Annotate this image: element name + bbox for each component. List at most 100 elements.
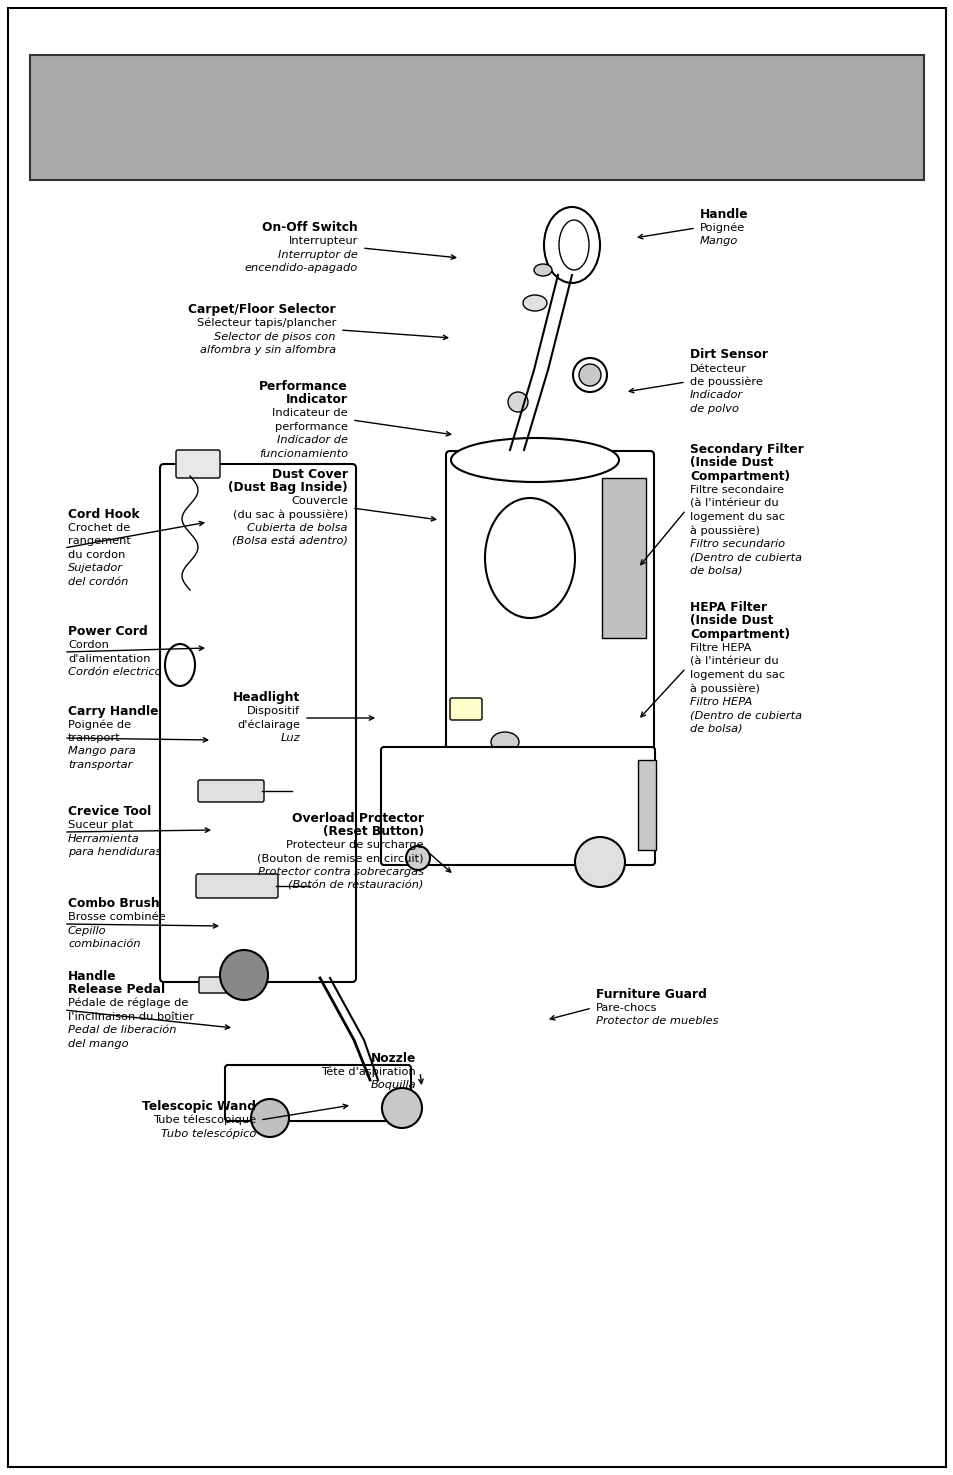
Text: Pare-chocs: Pare-chocs <box>596 1003 657 1013</box>
Bar <box>30 55 923 180</box>
Text: de bolsa): de bolsa) <box>689 724 741 733</box>
Text: Interrupteur: Interrupteur <box>289 236 357 246</box>
Text: l'inclinaison du boîtier: l'inclinaison du boîtier <box>68 1012 193 1022</box>
Text: Handle: Handle <box>68 969 116 982</box>
Text: Power Cord: Power Cord <box>68 625 148 639</box>
Text: Couvercle: Couvercle <box>291 496 348 506</box>
Text: Poignée de: Poignée de <box>68 720 131 730</box>
Ellipse shape <box>534 264 552 276</box>
Text: Cepillo: Cepillo <box>68 926 107 935</box>
Text: (Inside Dust: (Inside Dust <box>689 614 773 627</box>
Text: (à l'intérieur du: (à l'intérieur du <box>689 656 778 667</box>
Bar <box>601 478 645 639</box>
Text: Filtre secondaire: Filtre secondaire <box>689 485 783 494</box>
Text: Sélecteur tapis/plancher: Sélecteur tapis/plancher <box>196 319 335 329</box>
Text: para hendiduras: para hendiduras <box>68 847 161 857</box>
Text: à poussière): à poussière) <box>689 525 760 535</box>
Text: del mango: del mango <box>68 1038 129 1049</box>
Text: Indicator: Indicator <box>286 394 348 406</box>
Text: Tête d'aspiration: Tête d'aspiration <box>321 1066 416 1077</box>
Text: Compartment): Compartment) <box>689 628 789 640</box>
Ellipse shape <box>578 364 600 386</box>
Text: (Reset Button): (Reset Button) <box>322 825 423 838</box>
Text: (Dentro de cubierta: (Dentro de cubierta <box>689 552 801 562</box>
Text: Dirt Sensor: Dirt Sensor <box>689 348 767 361</box>
FancyBboxPatch shape <box>160 465 355 982</box>
Text: Interruptor de: Interruptor de <box>278 249 357 260</box>
Text: Headlight: Headlight <box>233 692 299 704</box>
Text: encendido-apagado: encendido-apagado <box>245 263 357 273</box>
Text: rangement: rangement <box>68 537 131 546</box>
Text: Cubierta de bolsa: Cubierta de bolsa <box>247 524 348 534</box>
Text: Filtro HEPA: Filtro HEPA <box>689 696 752 707</box>
Text: combinación: combinación <box>68 940 140 950</box>
Text: transport: transport <box>68 733 121 743</box>
Text: Handle: Handle <box>700 208 748 221</box>
Text: d'éclairage: d'éclairage <box>236 720 299 730</box>
Text: Filtro secundario: Filtro secundario <box>689 538 784 549</box>
Text: On-Off Switch: On-Off Switch <box>262 221 357 235</box>
Text: Indicador de: Indicador de <box>276 435 348 445</box>
Ellipse shape <box>522 295 546 311</box>
Text: d'alimentation: d'alimentation <box>68 653 151 664</box>
Text: de polvo: de polvo <box>689 404 739 414</box>
Text: Suceur plat: Suceur plat <box>68 820 133 830</box>
Text: Pedal de liberación: Pedal de liberación <box>68 1025 176 1035</box>
Text: Boquilla: Boquilla <box>370 1081 416 1090</box>
Ellipse shape <box>575 836 624 886</box>
Text: Crochet de: Crochet de <box>68 522 131 532</box>
Text: du cordon: du cordon <box>68 550 125 559</box>
Text: Carry Handle: Carry Handle <box>68 705 158 717</box>
Text: Selector de pisos con: Selector de pisos con <box>214 332 335 342</box>
Text: Cordón electrico: Cordón electrico <box>68 667 161 677</box>
Ellipse shape <box>491 732 518 752</box>
Text: Pédale de réglage de: Pédale de réglage de <box>68 999 188 1009</box>
Text: Détecteur: Détecteur <box>689 363 746 373</box>
Text: Mango: Mango <box>700 236 738 246</box>
Text: Compartment): Compartment) <box>689 469 789 482</box>
Text: (Inside Dust: (Inside Dust <box>689 456 773 469</box>
Text: logement du sac: logement du sac <box>689 512 784 522</box>
Text: Combo Brush: Combo Brush <box>68 897 159 910</box>
Text: Filtre HEPA: Filtre HEPA <box>689 643 751 653</box>
FancyBboxPatch shape <box>450 698 481 720</box>
Text: Poignée: Poignée <box>700 223 744 233</box>
Text: Dust Cover: Dust Cover <box>272 468 348 481</box>
Ellipse shape <box>558 220 588 270</box>
Text: transportar: transportar <box>68 760 132 770</box>
Ellipse shape <box>573 358 606 392</box>
Text: (à l'intérieur du: (à l'intérieur du <box>689 499 778 509</box>
Text: Crevice Tool: Crevice Tool <box>68 805 152 819</box>
Ellipse shape <box>251 1099 289 1137</box>
Ellipse shape <box>381 1089 421 1128</box>
Ellipse shape <box>507 392 527 412</box>
Text: Brosse combinée: Brosse combinée <box>68 912 166 922</box>
FancyBboxPatch shape <box>175 450 220 478</box>
Text: Carpet/Floor Selector: Carpet/Floor Selector <box>188 304 335 316</box>
Text: Release Pedal: Release Pedal <box>68 984 165 996</box>
Text: Protector de muebles: Protector de muebles <box>596 1016 718 1027</box>
Text: (du sac à poussière): (du sac à poussière) <box>233 509 348 521</box>
Text: (Botón de restauración): (Botón de restauración) <box>288 881 423 891</box>
Ellipse shape <box>451 438 618 482</box>
Text: Luz: Luz <box>280 733 299 743</box>
Text: logement du sac: logement du sac <box>689 670 784 680</box>
FancyBboxPatch shape <box>199 976 258 993</box>
Text: alfombra y sin alfombra: alfombra y sin alfombra <box>200 345 335 355</box>
Text: Dispositif: Dispositif <box>247 707 299 717</box>
FancyBboxPatch shape <box>446 451 654 754</box>
FancyBboxPatch shape <box>195 875 277 898</box>
Text: HEPA Filter: HEPA Filter <box>689 600 766 614</box>
Text: Nozzle: Nozzle <box>370 1052 416 1065</box>
Text: Sujetador: Sujetador <box>68 563 123 574</box>
Bar <box>638 760 656 850</box>
Text: Protecteur de surcharge: Protecteur de surcharge <box>286 841 423 850</box>
Text: (Dust Bag Inside): (Dust Bag Inside) <box>228 481 348 494</box>
Text: Indicateur de: Indicateur de <box>273 409 348 419</box>
Text: Cord Hook: Cord Hook <box>68 507 139 521</box>
Text: (Bouton de remise en circuit): (Bouton de remise en circuit) <box>257 854 423 864</box>
Text: Performance: Performance <box>259 379 348 392</box>
Text: Tube télescopique: Tube télescopique <box>152 1115 255 1125</box>
Text: performance: performance <box>274 422 348 432</box>
Text: Furniture Guard: Furniture Guard <box>596 988 706 1002</box>
